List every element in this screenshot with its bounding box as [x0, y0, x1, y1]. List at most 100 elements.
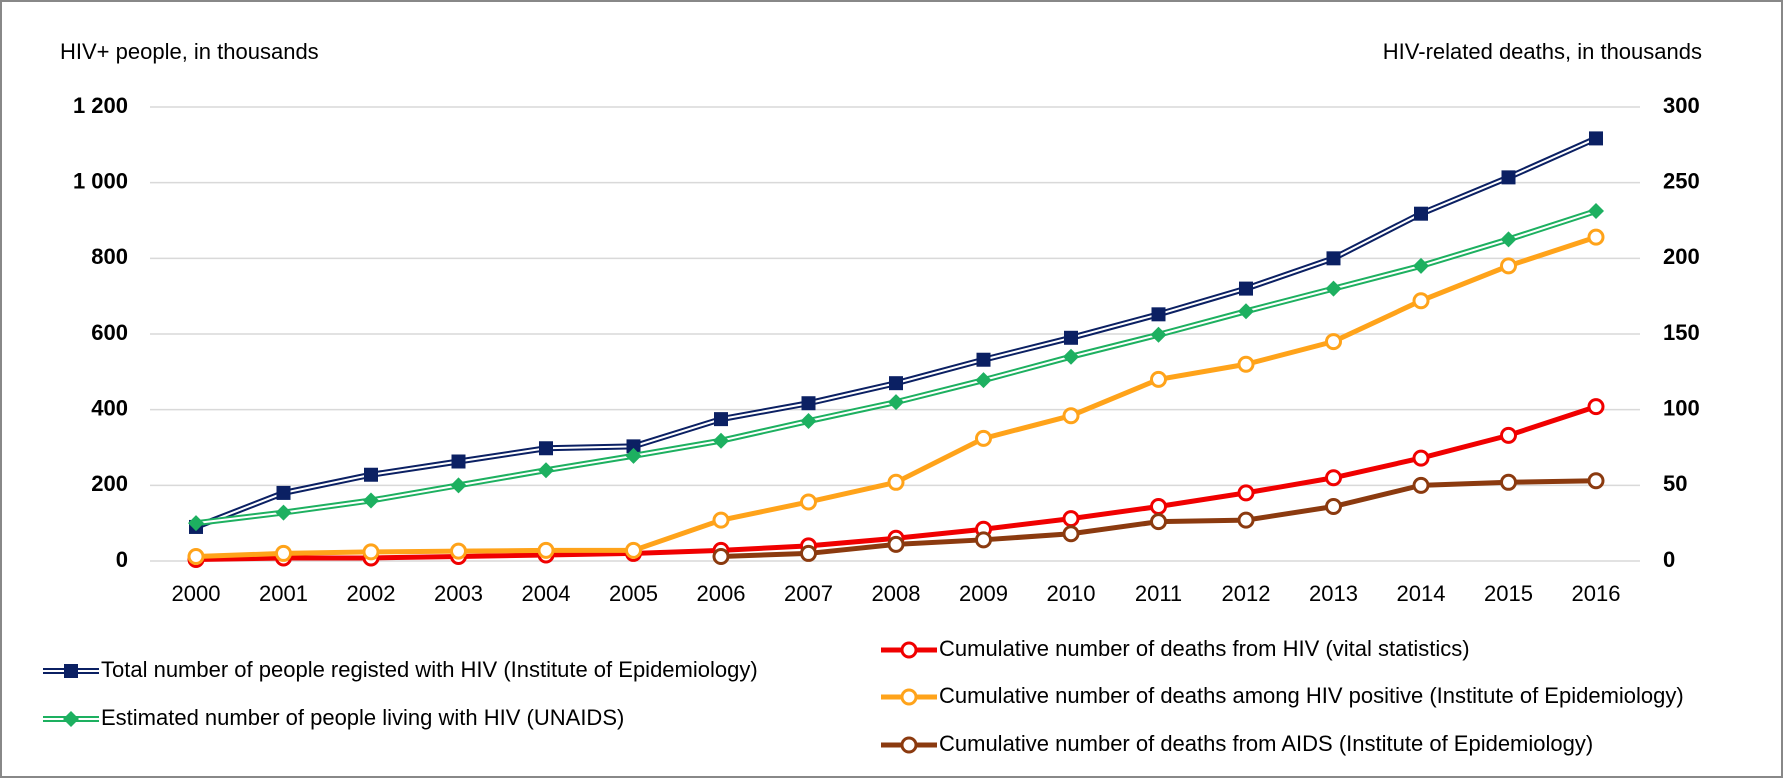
point: [1150, 370, 1167, 388]
legend-marker: [900, 688, 918, 706]
point: [1062, 510, 1080, 528]
x-tick-label: 2009: [959, 581, 1008, 606]
point: [1237, 484, 1255, 502]
point: [713, 432, 729, 449]
point: [1151, 307, 1166, 322]
point: [1325, 469, 1342, 487]
legend-label: Cumulative number of deaths among HIV po…: [939, 683, 1684, 708]
y-tick-label: 600: [91, 320, 128, 345]
point: [887, 473, 905, 491]
point: [801, 396, 816, 411]
x-tick-label: 2010: [1047, 581, 1096, 606]
point: [1150, 513, 1167, 531]
point: [976, 352, 991, 367]
y-tick-label: 1 000: [73, 168, 128, 193]
point: [1237, 355, 1255, 373]
point: [537, 541, 555, 559]
point: [363, 492, 379, 509]
x-tick-label: 2005: [609, 581, 658, 606]
y-axis-label: HIV+ people, in thousands: [60, 39, 319, 64]
point: [451, 454, 466, 469]
point: [450, 477, 467, 494]
point: [1412, 449, 1430, 467]
x-tick-label: 2003: [434, 581, 483, 606]
point: [625, 447, 642, 464]
point: [800, 413, 817, 430]
x-tick-label: 2011: [1135, 581, 1182, 606]
point: [975, 531, 992, 549]
point: [188, 515, 204, 532]
point: [1412, 476, 1430, 494]
point: [889, 376, 903, 391]
point: [1326, 251, 1341, 266]
legend-label: Cumulative number of deaths from AIDS (I…: [939, 731, 1593, 756]
y-tick-label: 0: [116, 547, 128, 572]
point: [1500, 426, 1517, 444]
point: [1500, 257, 1517, 275]
point: [275, 544, 292, 562]
point: [275, 504, 292, 521]
point: [1239, 281, 1253, 296]
point: [1064, 330, 1078, 345]
point: [1587, 472, 1605, 490]
x-tick-label: 2004: [522, 581, 571, 606]
y2-axis-label: HIV-related deaths, in thousands: [1383, 39, 1702, 64]
y-tick-label: 800: [91, 244, 128, 269]
x-tick-label: 2013: [1309, 581, 1358, 606]
legend-label: Estimated number of people living with H…: [101, 705, 624, 730]
point: [276, 485, 291, 500]
point: [1062, 407, 1080, 425]
point: [538, 462, 554, 479]
x-tick-label: 2000: [172, 581, 221, 606]
point: [800, 544, 817, 562]
point: [714, 412, 728, 427]
point: [450, 542, 467, 560]
point: [1150, 326, 1167, 343]
y-tick-label: 200: [91, 471, 128, 496]
x-tick-label: 2007: [784, 581, 833, 606]
point: [1589, 131, 1603, 146]
point: [1414, 206, 1428, 221]
point: [712, 547, 730, 565]
point: [1325, 333, 1342, 351]
y2-tick-label: 150: [1663, 320, 1700, 345]
point: [975, 429, 992, 447]
point: [362, 543, 380, 561]
y2-tick-label: 200: [1663, 244, 1700, 269]
x-tick-label: 2001: [259, 581, 308, 606]
x-tick-label: 2008: [872, 581, 921, 606]
legend-label: Cumulative number of deaths from HIV (vi…: [939, 636, 1470, 661]
point: [1237, 511, 1255, 529]
point: [1063, 348, 1079, 365]
point: [1500, 231, 1517, 248]
point: [1238, 303, 1254, 320]
point: [800, 493, 817, 511]
point: [1150, 498, 1167, 516]
point: [1325, 280, 1342, 297]
point: [626, 439, 641, 454]
point: [1588, 203, 1604, 220]
legend-marker: [900, 641, 918, 659]
legend-marker: [900, 736, 918, 754]
x-tick-label: 2012: [1222, 581, 1271, 606]
y2-tick-label: 300: [1663, 93, 1700, 118]
point: [975, 372, 992, 389]
legend-marker: [63, 711, 79, 727]
x-tick-label: 2002: [347, 581, 396, 606]
legend-marker: [64, 664, 78, 678]
point: [1325, 498, 1342, 516]
y2-tick-label: 50: [1663, 471, 1687, 496]
point: [888, 394, 904, 411]
point: [1501, 170, 1516, 185]
point: [187, 547, 205, 565]
point: [1412, 292, 1430, 310]
point: [1587, 398, 1605, 416]
point: [1413, 257, 1429, 274]
x-tick-label: 2014: [1397, 581, 1446, 606]
point: [1587, 228, 1605, 246]
y2-tick-label: 0: [1663, 547, 1675, 572]
point: [539, 441, 553, 456]
y-tick-label: 1 200: [73, 93, 128, 118]
point: [887, 535, 905, 553]
